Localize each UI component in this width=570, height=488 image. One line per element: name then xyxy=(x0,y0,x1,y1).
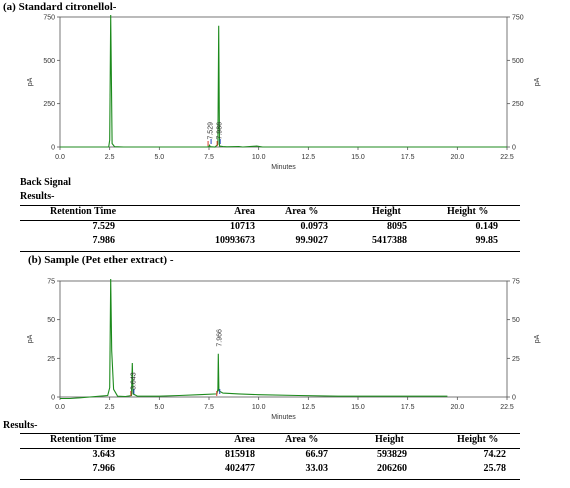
chart-a-ytick-label: 0 xyxy=(512,145,516,152)
chart-a-xtick-label: 7.5 xyxy=(204,154,214,161)
chart-a-xtick-label: 15.0 xyxy=(351,154,365,161)
table-cell: 99.85 xyxy=(475,235,499,246)
table-cell: 25.78 xyxy=(483,463,507,474)
table-a-header-area-pct: Area % xyxy=(285,206,319,217)
chart-a-ylabel: pA xyxy=(534,77,541,86)
table-b-top-rule xyxy=(20,433,520,434)
table-row: 3.643 815918 66.97 593829 74.22 xyxy=(20,449,520,463)
chart-b-xtick-label: 10.0 xyxy=(252,404,266,411)
table-cell: 0.0973 xyxy=(300,221,329,232)
chart-a-xtick-label: 2.5 xyxy=(105,154,115,161)
chart-b-trace-line xyxy=(60,278,448,400)
table-row: 7.986 10993673 99.9027 5417388 99.85 xyxy=(20,235,520,249)
chart-b-peak-label: 7.966 xyxy=(216,329,223,347)
table-cell: 8095 xyxy=(387,221,407,232)
table-cell: 593829 xyxy=(377,449,407,460)
chart-b-ytick-label: 75 xyxy=(47,279,55,286)
table-cell: 99.9027 xyxy=(295,235,329,246)
table-row: 7.529 10713 0.0973 8095 0.149 xyxy=(20,221,520,235)
chart-b-ytick-label: 25 xyxy=(512,356,520,363)
table-cell: 7.529 xyxy=(92,221,116,232)
chart-b-xtick-label: 5.0 xyxy=(154,404,164,411)
table-b-header-height-pct: Height % xyxy=(457,434,499,445)
table-cell: 7.966 xyxy=(92,463,116,474)
chart-a-ytick-label: 750 xyxy=(512,15,524,22)
table-cell: 74.22 xyxy=(483,449,507,460)
chart-a-xtick-label: 22.5 xyxy=(500,154,514,161)
chart-b-xtick-label: 12.5 xyxy=(302,404,316,411)
table-cell: 7.986 xyxy=(92,235,116,246)
chart-a-xtick-label: 10.0 xyxy=(252,154,266,161)
chart-b-ytick-label: 0 xyxy=(512,395,516,402)
table-a-header-height: Height xyxy=(372,206,401,217)
chromatogram-b: 0 0 25 25 50 50 75 75 0.0 2.5 5.0 7.5 10.0 12.5 15.0 17… xyxy=(27,278,541,422)
chart-b-ylabel: pA xyxy=(27,334,34,343)
chart-b-title: (b) Sample (Pet ether extract) - xyxy=(28,254,174,266)
table-a-header-area: Area xyxy=(234,206,255,217)
table-cell: 206260 xyxy=(377,463,407,474)
table-cell: 5417388 xyxy=(372,235,407,246)
table-a-header-height-pct: Height % xyxy=(447,206,489,217)
chart-b-ylabel: pA xyxy=(534,334,541,343)
chart-a-ytick-label: 0 xyxy=(51,145,55,152)
chart-a-ytick-label: 500 xyxy=(43,58,55,65)
chart-a-ytick-label: 500 xyxy=(512,58,524,65)
chart-b-xtick-label: 7.5 xyxy=(204,404,214,411)
table-cell: 0.149 xyxy=(475,221,499,232)
chart-b-ytick-label: 75 xyxy=(512,279,520,286)
table-b-header-retention: Retention Time xyxy=(50,434,117,445)
chart-b-ytick-label: 0 xyxy=(51,395,55,402)
results-table-a: Retention Time Area Area % Height Height… xyxy=(20,205,520,252)
back-signal-label: Back Signal xyxy=(20,177,71,188)
table-b-header-height: Height xyxy=(375,434,404,445)
table-a-header-rule xyxy=(20,220,520,221)
results-label-a: Results- xyxy=(20,191,55,202)
table-cell: 402477 xyxy=(225,463,255,474)
chart-b-xlabel: Minutes xyxy=(271,414,296,421)
chart-b-xtick-label: 17.5 xyxy=(401,404,415,411)
table-a-bottom-rule xyxy=(20,251,520,252)
chart-a-ylabel: pA xyxy=(27,77,34,86)
chart-a-xtick-label: 0.0 xyxy=(55,154,65,161)
table-cell: 66.97 xyxy=(305,449,329,460)
table-cell: 815918 xyxy=(225,449,255,460)
table-b-header-rule xyxy=(20,448,520,449)
table-b-header-area-pct: Area % xyxy=(285,434,319,445)
chart-a-xtick-label: 17.5 xyxy=(401,154,415,161)
chart-b-ytick-label: 50 xyxy=(47,317,55,324)
chart-a-ytick-label: 250 xyxy=(43,101,55,108)
chart-a-ytick-label: 750 xyxy=(43,15,55,22)
chart-b-xtick-label: 2.5 xyxy=(105,404,115,411)
results-label-b: Results- xyxy=(3,420,38,431)
chart-a-xtick-label: 5.0 xyxy=(154,154,164,161)
chart-b-xtick-label: 20.0 xyxy=(451,404,465,411)
chart-a-plot-frame xyxy=(59,16,508,148)
chart-a-trace-line xyxy=(60,14,507,148)
chart-b-ytick-label: 25 xyxy=(47,356,55,363)
chart-b-plot-frame xyxy=(59,280,508,398)
chart-b-xtick-label: 22.5 xyxy=(500,404,514,411)
table-row: 7.966 402477 33.03 206260 25.78 xyxy=(20,463,520,477)
table-a-top-rule xyxy=(20,205,520,206)
table-b-bottom-rule xyxy=(20,479,520,480)
chart-b-xtick-label: 15.0 xyxy=(351,404,365,411)
table-cell: 10993673 xyxy=(215,235,255,246)
results-table-b: Retention Time Area Area % Height Height… xyxy=(20,433,520,480)
table-a-header-retention: Retention Time xyxy=(50,206,117,217)
chart-a-xtick-label: 12.5 xyxy=(302,154,316,161)
chart-a-title: (a) Standard citronellol- xyxy=(3,1,117,13)
chart-b-peak-label: 3.643 xyxy=(130,372,137,390)
chart-a-ytick-label: 250 xyxy=(512,101,524,108)
chart-b-xtick-label: 0.0 xyxy=(55,404,65,411)
chart-b-ytick-label: 50 xyxy=(512,317,520,324)
chart-a-xtick-label: 20.0 xyxy=(451,154,465,161)
chart-a-xlabel: Minutes xyxy=(271,164,296,171)
chart-a-peak-label: 7.529 xyxy=(208,122,215,140)
table-cell: 33.03 xyxy=(305,463,329,474)
chromatogram-a: 0 0 250 250 500 500 750 750 0.0 2.5 5.0 7.5 10.0 12.5… xyxy=(27,14,541,172)
chart-a-peak-label: 7.986 xyxy=(217,122,224,140)
table-cell: 10713 xyxy=(230,221,255,232)
table-b-header-area: Area xyxy=(234,434,255,445)
table-cell: 3.643 xyxy=(92,449,116,460)
